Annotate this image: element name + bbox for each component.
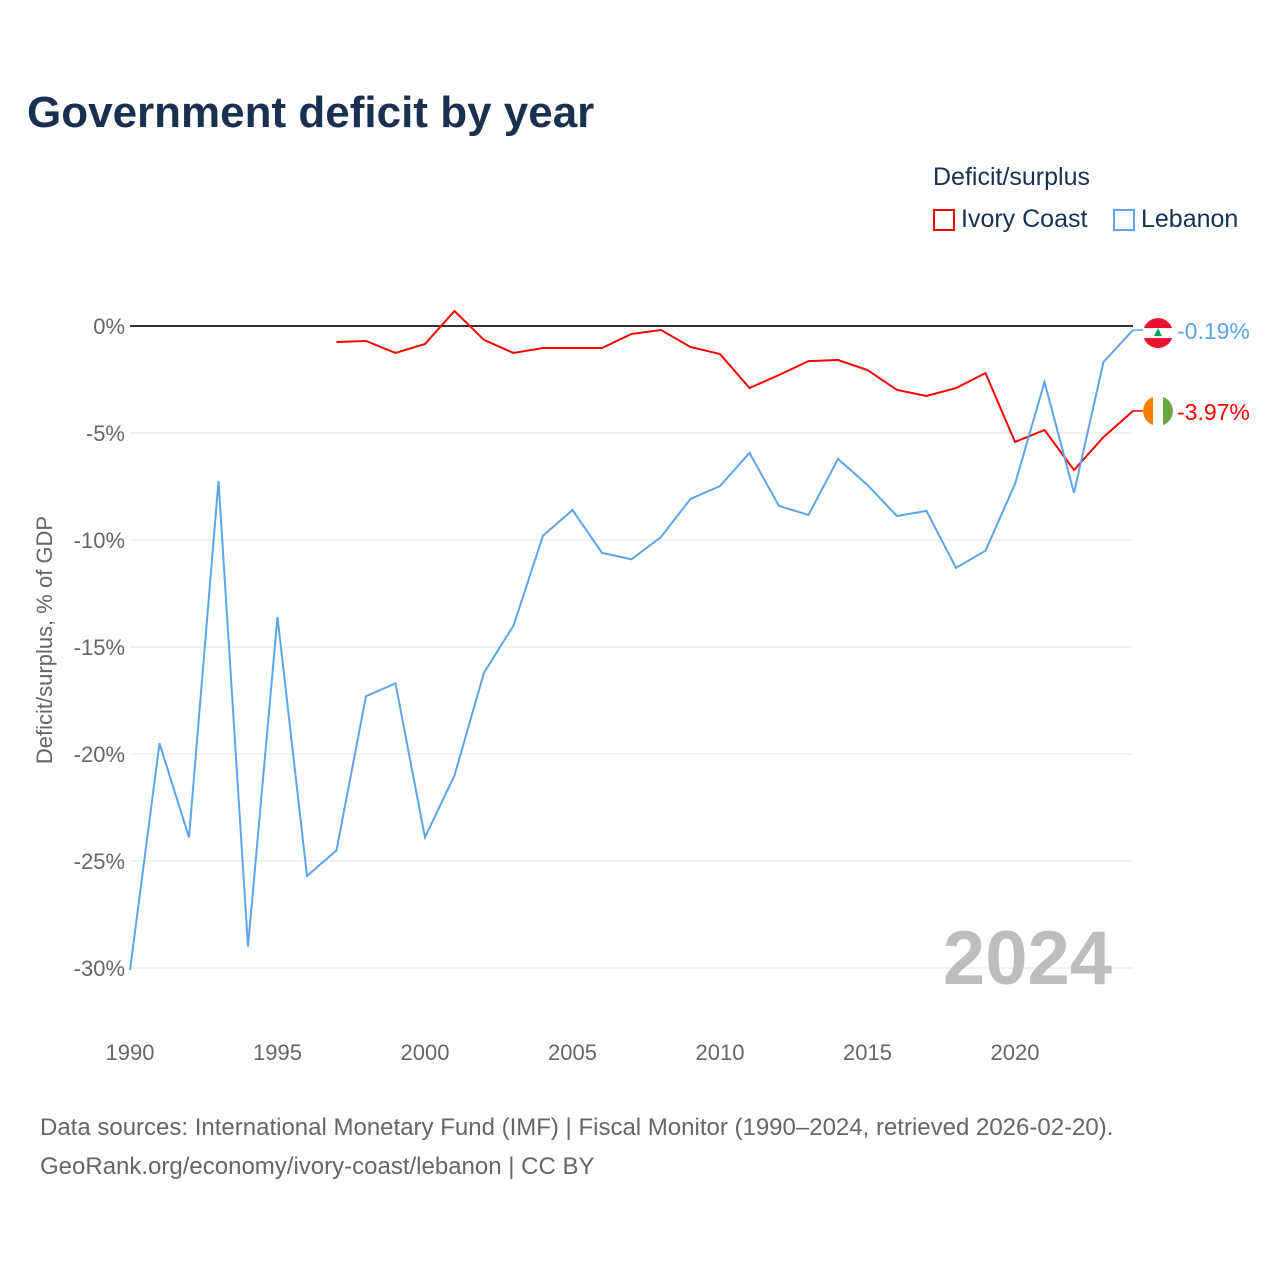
legend-swatch	[933, 208, 955, 231]
x-tick-label: 1995	[253, 1040, 302, 1065]
y-tick-label: -30%	[74, 956, 125, 981]
x-tick-label: 2020	[991, 1040, 1040, 1065]
x-tick-label: 2010	[696, 1040, 745, 1065]
y-axis-label: Deficit/surplus, % of GDP	[32, 516, 57, 764]
legend-label: Ivory Coast	[961, 205, 1088, 233]
legend-title: Deficit/surplus	[933, 163, 1090, 191]
x-tick-label: 2015	[843, 1040, 892, 1065]
series-line-lebanon	[129, 329, 1134, 971]
y-tick-label: -10%	[74, 528, 125, 553]
y-tick-label: 0%	[93, 314, 125, 339]
source-line: Data sources: International Monetary Fun…	[40, 1114, 1114, 1141]
series-line-ivory-coast	[336, 309, 1134, 472]
legend-label: Lebanon	[1141, 205, 1239, 233]
legend-item-ivory-coast[interactable]: Ivory Coast	[933, 205, 1087, 234]
source-link[interactable]: GeoRank.org/economy/ivory-coast/lebanon …	[40, 1153, 595, 1180]
flag-stripe	[1143, 396, 1153, 426]
x-tick-label: 2005	[548, 1040, 597, 1065]
y-tick-label: -25%	[74, 849, 125, 874]
y-tick-label: -5%	[86, 421, 125, 446]
legend-item-lebanon[interactable]: Lebanon	[1113, 205, 1238, 234]
end-value-label: -0.19%	[1177, 318, 1250, 344]
y-tick-label: -15%	[74, 635, 125, 660]
x-tick-label: 2000	[401, 1040, 450, 1065]
y-tick-label: -20%	[74, 742, 125, 767]
end-value-label: -3.97%	[1177, 399, 1250, 425]
legend-swatch	[1113, 208, 1135, 231]
year-label: 2024	[943, 916, 1112, 1001]
chart-title: Government deficit by year	[27, 88, 595, 137]
flag-stripe	[1163, 396, 1173, 426]
source-note: Data sources: International Monetary Fun…	[40, 1108, 1113, 1186]
cedar-icon	[1154, 328, 1162, 337]
x-tick-label: 1990	[106, 1040, 155, 1065]
